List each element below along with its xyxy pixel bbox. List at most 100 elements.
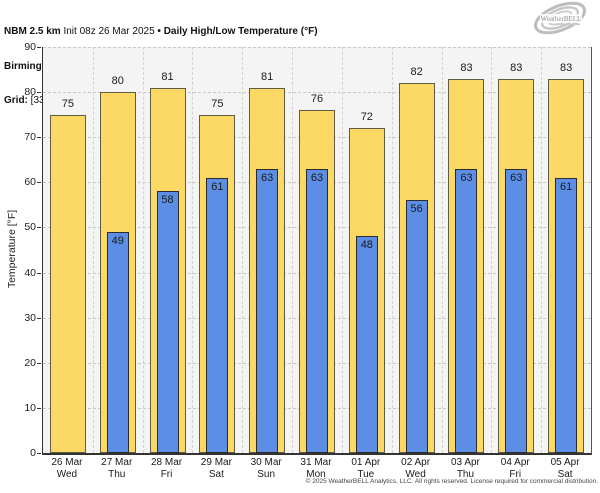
x-category-label: 03 Apr Thu bbox=[441, 457, 491, 481]
x-weekday-label: Sat bbox=[208, 469, 224, 480]
plot-area: 75 80 49 81 58 75 61 81 63 76 63 72 48 82 56 83 63 83 63 83… bbox=[42, 47, 592, 455]
high-value-label: 83 bbox=[460, 61, 473, 74]
x-date-label: 26 Mar bbox=[51, 457, 83, 468]
low-value-label: 58 bbox=[161, 194, 174, 207]
high-value-label: 82 bbox=[410, 66, 423, 79]
x-date-label: 04 Apr bbox=[500, 457, 530, 468]
low-bar bbox=[355, 236, 378, 453]
x-category-label: 05 Apr Sat bbox=[540, 457, 590, 481]
title-line-1: NBM 2.5 km Init 08z 26 Mar 2025 • Daily … bbox=[4, 26, 385, 38]
copyright-notice: © 2025 WeatherBELL Analytics, LLC. All r… bbox=[305, 478, 598, 485]
x-date-label: 27 Mar bbox=[101, 457, 133, 468]
x-date-label: 05 Apr bbox=[550, 457, 580, 468]
x-category-label: 02 Apr Wed bbox=[391, 457, 441, 481]
x-category-label: 04 Apr Fri bbox=[490, 457, 540, 481]
x-weekday-label: Thu bbox=[108, 469, 126, 480]
gridline-v bbox=[92, 47, 94, 453]
high-value-label: 83 bbox=[559, 61, 573, 74]
x-category-label: 30 Mar Sun bbox=[241, 457, 291, 481]
model-name: NBM 2.5 km bbox=[4, 26, 61, 37]
init-time: Init 08z 26 Mar 2025 bbox=[60, 26, 158, 37]
y-tick-mark bbox=[37, 407, 41, 409]
x-date-label: 02 Apr bbox=[401, 457, 431, 468]
x-weekday-label: Wed bbox=[56, 469, 78, 480]
low-bar bbox=[405, 200, 428, 453]
high-value-label: 81 bbox=[261, 70, 274, 83]
x-category-label: 31 Mar Mon bbox=[291, 457, 341, 481]
x-date-label: 03 Apr bbox=[450, 457, 480, 468]
low-value-label: 48 bbox=[360, 239, 373, 252]
high-bar bbox=[49, 114, 86, 453]
x-category-label: 26 Mar Wed bbox=[42, 457, 92, 481]
high-value-label: 75 bbox=[211, 97, 224, 110]
x-category-label: 29 Mar Sat bbox=[191, 457, 241, 481]
weatherbell-swirl-icon: WeatherBELL bbox=[533, 1, 587, 35]
low-bar bbox=[106, 231, 129, 453]
x-date-label: 28 Mar bbox=[150, 457, 183, 468]
y-tick-mark bbox=[37, 362, 41, 364]
gridline-v bbox=[491, 47, 493, 453]
y-tick-mark bbox=[37, 137, 41, 139]
x-weekday-label: Mon bbox=[306, 469, 326, 480]
low-bar bbox=[555, 177, 578, 453]
y-tick-label: 20 bbox=[24, 356, 36, 369]
low-value-label: 63 bbox=[460, 171, 473, 184]
gridline-h bbox=[43, 92, 591, 94]
low-bar bbox=[455, 168, 478, 453]
gridline-v bbox=[242, 47, 244, 453]
gridline-v bbox=[441, 47, 443, 453]
y-tick-label: 0 bbox=[30, 447, 36, 459]
low-value-label: 56 bbox=[410, 203, 423, 216]
gridline-v bbox=[142, 47, 144, 453]
low-value-label: 61 bbox=[559, 180, 573, 193]
x-weekday-label: Sat bbox=[557, 469, 573, 480]
weatherbell-logo: WeatherBELL bbox=[528, 1, 592, 42]
y-tick-label: 30 bbox=[24, 311, 36, 324]
high-value-label: 83 bbox=[510, 61, 523, 74]
x-weekday-label: Wed bbox=[405, 469, 426, 480]
y-tick-label: 10 bbox=[24, 401, 36, 414]
x-date-label: 30 Mar bbox=[250, 457, 282, 468]
y-tick-mark bbox=[37, 47, 41, 48]
gridline-v bbox=[341, 47, 343, 453]
y-axis-title: Temperature [°F] bbox=[6, 209, 18, 289]
y-tick-label: 50 bbox=[24, 221, 36, 234]
high-value-label: 80 bbox=[111, 75, 124, 88]
x-weekday-label: Fri bbox=[509, 469, 522, 480]
x-category-label: 28 Mar Fri bbox=[142, 457, 192, 481]
x-weekday-label: Fri bbox=[160, 469, 173, 480]
low-value-label: 63 bbox=[310, 171, 324, 184]
x-date-label: 31 Mar bbox=[300, 457, 332, 468]
high-value-label: 76 bbox=[310, 93, 324, 106]
y-tick-label: 40 bbox=[24, 266, 36, 279]
low-value-label: 61 bbox=[211, 180, 224, 193]
gridline-v bbox=[391, 47, 393, 453]
y-tick-mark bbox=[37, 272, 41, 274]
x-weekday-label: Thu bbox=[456, 469, 475, 480]
y-tick-mark bbox=[37, 182, 41, 184]
low-value-label: 63 bbox=[261, 171, 274, 184]
low-bar bbox=[256, 168, 279, 453]
x-category-label: 01 Apr Tue bbox=[341, 457, 391, 481]
y-tick-label: 70 bbox=[24, 131, 36, 144]
x-weekday-label: Tue bbox=[357, 469, 375, 480]
high-value-label: 72 bbox=[360, 111, 373, 124]
y-tick-label: 60 bbox=[24, 176, 36, 189]
x-weekday-label: Sun bbox=[257, 469, 276, 480]
x-category-label: 27 Mar Thu bbox=[92, 457, 142, 481]
x-date-label: 01 Apr bbox=[351, 457, 381, 468]
high-value-label: 75 bbox=[61, 97, 75, 110]
low-bar bbox=[505, 168, 528, 453]
gridline-v bbox=[292, 47, 294, 453]
x-date-label: 29 Mar bbox=[200, 457, 232, 468]
gridline-h bbox=[43, 47, 591, 48]
y-tick-label: 80 bbox=[24, 86, 36, 99]
y-tick-mark bbox=[37, 92, 41, 94]
y-tick-mark bbox=[37, 317, 41, 319]
grid-label: Grid: bbox=[4, 95, 28, 106]
y-tick-mark bbox=[37, 453, 41, 454]
gridline-v bbox=[541, 47, 543, 453]
chart-parameter: • Daily High/Low Temperature (°F) bbox=[157, 26, 318, 37]
x-axis-labels: 26 Mar Wed 27 Mar Thu 28 Mar Fri 29 Mar Sat 30 M… bbox=[42, 457, 590, 483]
